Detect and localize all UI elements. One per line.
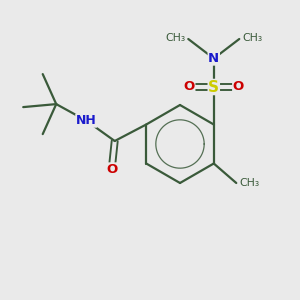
Text: O: O bbox=[106, 163, 117, 176]
Text: CH₃: CH₃ bbox=[165, 32, 185, 43]
Text: O: O bbox=[233, 80, 244, 94]
Text: N: N bbox=[208, 52, 219, 65]
Text: O: O bbox=[184, 80, 195, 94]
Text: CH₃: CH₃ bbox=[239, 178, 260, 188]
Text: CH₃: CH₃ bbox=[242, 32, 262, 43]
Text: NH: NH bbox=[76, 114, 97, 127]
Text: S: S bbox=[208, 80, 219, 94]
